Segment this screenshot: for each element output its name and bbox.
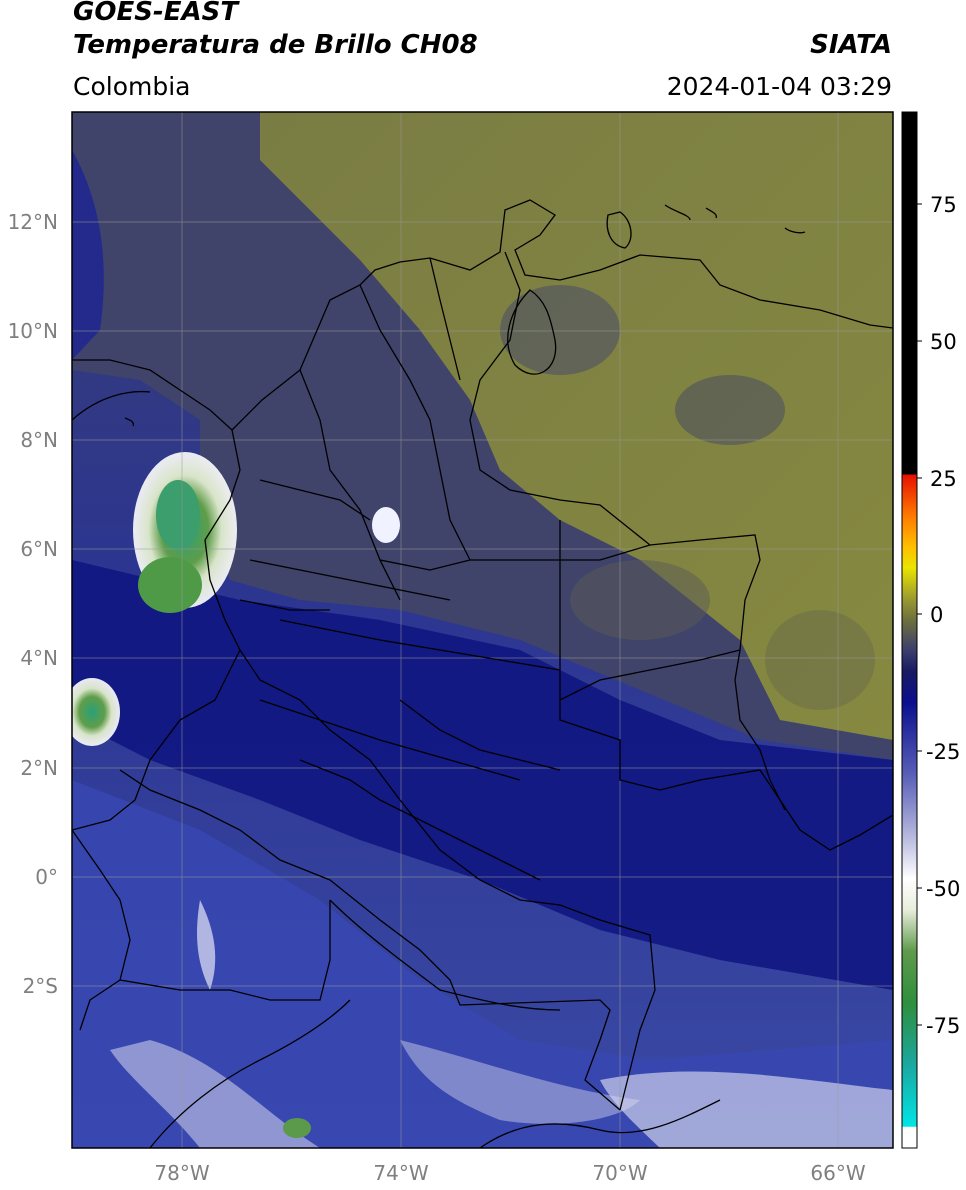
- lat-tick: 12°N: [8, 210, 58, 234]
- colorbar: 75 50 25 0 -25 -50 -75: [901, 111, 960, 1149]
- colorbar-tick: 25: [930, 467, 957, 491]
- satellite-image: [72, 112, 893, 1148]
- colorbar-ramp: [902, 112, 917, 1148]
- graticule: [72, 112, 893, 1148]
- map-frame: [71, 111, 894, 1149]
- lon-tick: 70°W: [592, 1161, 647, 1185]
- colorbar-tick: 0: [930, 603, 943, 627]
- colorbar-tick: -50: [926, 877, 960, 901]
- lat-tick: 2°S: [23, 974, 58, 998]
- lon-tick: 66°W: [810, 1161, 865, 1185]
- lat-tick: 0°: [35, 865, 58, 889]
- colorbar-tick: -75: [926, 1014, 960, 1038]
- source-label: SIATA: [810, 30, 892, 60]
- colorbar-tick: -25: [926, 740, 960, 764]
- lat-tick: 6°N: [20, 537, 58, 561]
- lat-tick: 2°N: [20, 756, 58, 780]
- political-borders: [72, 199, 893, 1148]
- lon-tick: 74°W: [373, 1161, 428, 1185]
- lat-tick: 4°N: [20, 646, 58, 670]
- lat-tick: 10°N: [8, 319, 58, 343]
- latitude-labels: 12°N 10°N 8°N 6°N 4°N 2°N 0° 2°S: [8, 210, 58, 998]
- region-label: Colombia: [73, 72, 191, 101]
- colorbar-tick: 75: [930, 193, 957, 217]
- product-title: Temperatura de Brillo CH08: [73, 30, 478, 60]
- colorbar-tick: 50: [930, 330, 957, 354]
- satellite-title: GOES-EAST: [73, 0, 239, 27]
- longitude-labels: 78°W 74°W 70°W 66°W: [154, 1161, 865, 1185]
- datetime-label: 2024-01-04 03:29: [666, 72, 892, 101]
- lat-tick: 8°N: [20, 428, 58, 452]
- lon-tick: 78°W: [154, 1161, 209, 1185]
